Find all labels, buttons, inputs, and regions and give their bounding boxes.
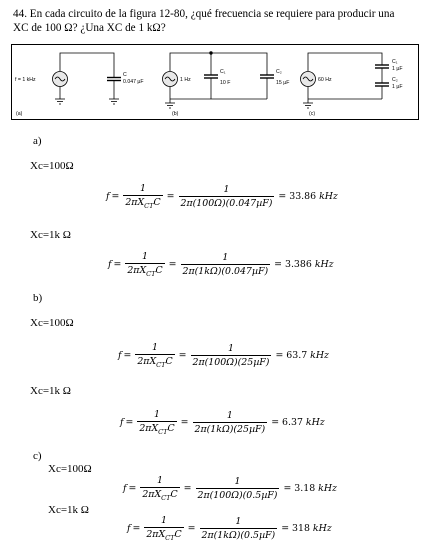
- circuit-a-source-label: f = 1 kHz: [15, 77, 36, 83]
- circuit-b-tag: (b): [172, 111, 179, 117]
- part-b-case1-equation: f = 1 2πXCTC = 1 2π(100Ω)(25µF) = 63.7 kHz: [118, 342, 329, 369]
- question-line-2: XC de 100 Ω? ¿Una XC de 1 kΩ?: [13, 22, 166, 34]
- circuit-a: [52, 52, 121, 105]
- part-c-label: c): [33, 450, 42, 462]
- circuit-a-cap-name: C: [123, 72, 127, 78]
- circuit-b-c1-name: C₁: [220, 69, 226, 75]
- circuit-diagram: f = 1 kHz C 0.047 µF (a) 1 Hz C: [15, 51, 402, 117]
- part-c-case2-condition: Xc=1k Ω: [48, 504, 89, 516]
- part-c-case1-condition: Xc=100Ω: [48, 463, 92, 475]
- circuit-a-tag: (a): [16, 111, 23, 117]
- circuit-figure: f = 1 kHz C 0.047 µF (a) 1 Hz C: [11, 44, 419, 120]
- circuit-c-c1-value: 1 µF: [392, 66, 402, 72]
- circuit-b-c1-value: 10 F: [220, 80, 230, 86]
- circuit-b-c2-value: 15 µF: [276, 80, 289, 86]
- question-line-1: 44. En cada circuito de la figura 12-80,…: [13, 8, 395, 20]
- circuit-c-tag: (c): [309, 111, 315, 117]
- part-b-case2-equation: f = 1 2πXCTC = 1 2π(1kΩ)(25µF) = 6.37 kHz: [120, 409, 325, 436]
- circuit-c-source-label: 60 Hz: [318, 77, 332, 83]
- part-a-case2-condition: Xc=1k Ω: [30, 229, 71, 241]
- part-a-case1-equation: f = 1 2πXCTC = 1 2π(100Ω)(0.047µF) = 33.86 …: [106, 183, 338, 210]
- part-a-case2-equation: f = 1 2πXCTC = 1 2π(1kΩ)(0.047µF) = 3.386 k…: [108, 251, 334, 278]
- part-b-case2-condition: Xc=1k Ω: [30, 385, 71, 397]
- part-c-case1-equation: f = 1 2πXCTC = 1 2π(100Ω)(0.5µF) = 3.18 kHz: [123, 475, 337, 502]
- circuit-c: [300, 52, 389, 109]
- part-a-case1-condition: Xc=100Ω: [30, 160, 74, 172]
- circuit-c-c2-name: C₂: [392, 77, 398, 83]
- part-b-case1-condition: Xc=100Ω: [30, 317, 74, 329]
- circuit-b: [162, 51, 274, 109]
- circuit-c-c1-name: C₁: [392, 59, 398, 65]
- circuit-b-source-label: 1 Hz: [180, 77, 191, 83]
- part-b-label: b): [33, 292, 43, 304]
- question-text: 44. En cada circuito de la figura 12-80,…: [13, 7, 418, 35]
- part-a-label: a): [33, 135, 42, 147]
- part-c-case2-equation: f = 1 2πXCTC = 1 2π(1kΩ)(0.5µF) = 318 kHz: [127, 515, 332, 542]
- circuit-b-c2-name: C₂: [276, 69, 282, 75]
- circuit-a-cap-value: 0.047 µF: [123, 79, 144, 85]
- circuit-c-c2-value: 1 µF: [392, 84, 402, 90]
